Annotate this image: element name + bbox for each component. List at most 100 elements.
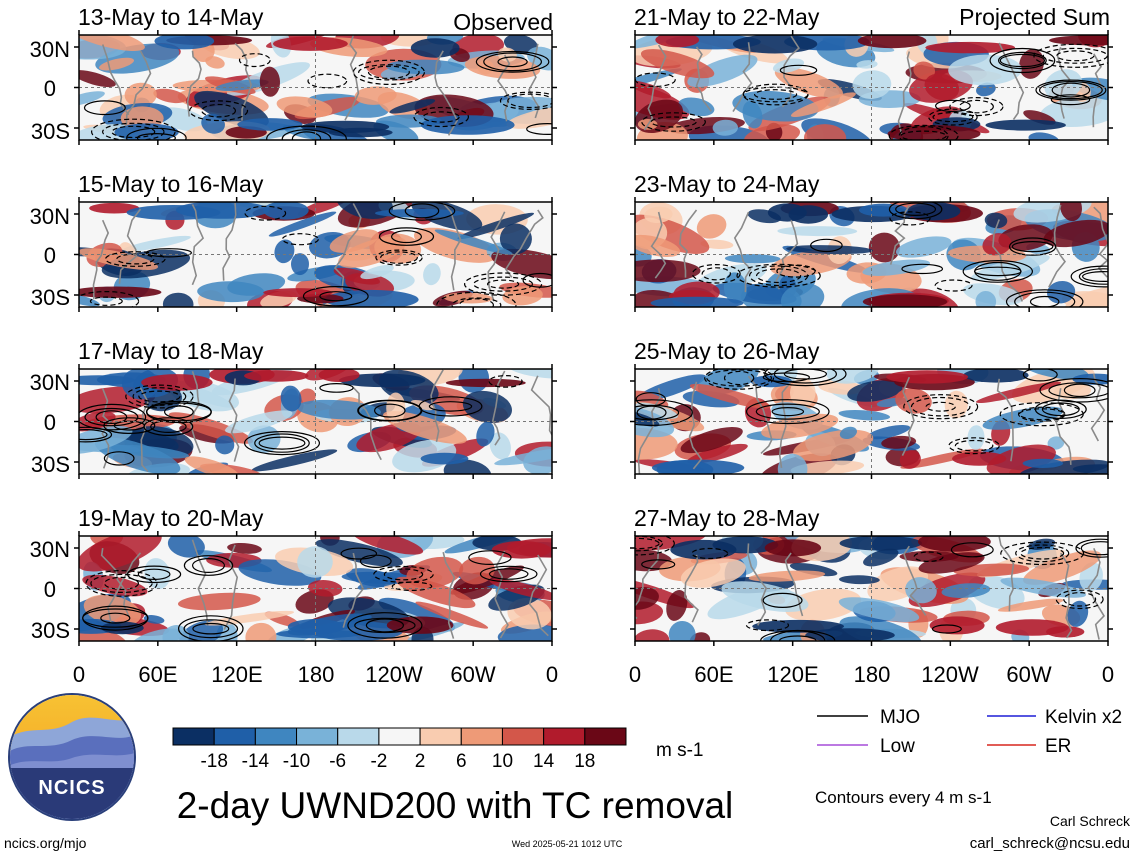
anomaly-shading bbox=[462, 390, 512, 424]
coastline bbox=[650, 211, 667, 279]
coastline bbox=[747, 543, 768, 626]
coastline bbox=[733, 211, 752, 293]
mjo-contour bbox=[102, 122, 165, 140]
mjo-contour bbox=[1050, 94, 1091, 106]
mjo-contour bbox=[375, 249, 423, 266]
anomaly-shading bbox=[789, 562, 838, 577]
anomaly-shading bbox=[838, 597, 920, 622]
anomaly-shading bbox=[1053, 382, 1092, 400]
anomaly-shading bbox=[420, 452, 469, 465]
main-title: 2-day UWND200 with TC removal bbox=[177, 785, 734, 826]
mjo-contour bbox=[706, 369, 772, 387]
panel-title-proj-4: 27-May to 28-May bbox=[634, 505, 820, 531]
anomaly-shading bbox=[476, 421, 495, 447]
anomaly-shading bbox=[79, 91, 105, 107]
mjo-contour bbox=[999, 402, 1084, 427]
ytick-30s: 30S bbox=[31, 285, 70, 310]
panel-title-obs-2: 15-May to 16-May bbox=[78, 171, 264, 197]
mjo-contour bbox=[178, 615, 244, 641]
mjo-contour bbox=[999, 53, 1046, 68]
ncics-logo: NCICS bbox=[8, 693, 136, 821]
anomaly-shading bbox=[804, 124, 847, 140]
mjo-contour bbox=[383, 568, 424, 581]
mjo-contour bbox=[928, 108, 978, 126]
anomaly-shading bbox=[352, 536, 424, 555]
mjo-contour bbox=[958, 99, 994, 114]
mjo-contour bbox=[83, 100, 126, 116]
coastline bbox=[992, 219, 1024, 302]
anomaly-shading bbox=[687, 54, 758, 88]
mjo-contour bbox=[95, 410, 128, 425]
mjo-contour bbox=[1000, 541, 1085, 566]
anomaly-shading bbox=[895, 236, 952, 258]
ytick-0: 0 bbox=[44, 76, 56, 101]
coastline bbox=[688, 381, 703, 470]
mjo-contour bbox=[281, 233, 319, 246]
map-panel bbox=[74, 197, 557, 312]
coastline bbox=[186, 50, 202, 117]
mjo-contour bbox=[903, 394, 979, 420]
anomaly-shading bbox=[153, 88, 187, 104]
anomaly-shading bbox=[499, 223, 532, 255]
coastline bbox=[100, 547, 130, 618]
anomaly-shading bbox=[668, 620, 696, 641]
coastline bbox=[442, 552, 456, 639]
mjo-contour bbox=[85, 570, 158, 597]
anomaly-shading bbox=[339, 373, 426, 388]
colorbar-swatch bbox=[584, 727, 627, 746]
anomaly-shading bbox=[420, 115, 515, 135]
mjo-contour bbox=[354, 617, 416, 634]
mjo-contour bbox=[650, 116, 697, 128]
coastline bbox=[775, 219, 799, 290]
anomaly-shading bbox=[280, 385, 302, 412]
anomaly-shading bbox=[82, 574, 148, 597]
mjo-contour bbox=[244, 205, 287, 221]
xtick-left-0: 0 bbox=[73, 662, 85, 687]
mjo-contour bbox=[367, 65, 410, 80]
mjo-contour bbox=[1038, 80, 1103, 100]
anomaly-shading bbox=[111, 444, 189, 459]
anomaly-shading bbox=[857, 35, 927, 49]
mjo-contour bbox=[1048, 382, 1108, 399]
colorbar-swatch bbox=[501, 727, 545, 746]
anomaly-shading bbox=[712, 119, 738, 136]
colorbar-swatch bbox=[296, 727, 339, 746]
mjo-contour bbox=[931, 624, 962, 634]
anomaly-shading bbox=[862, 294, 948, 307]
timestamp: Wed 2025-05-21 1012 UTC bbox=[512, 839, 623, 849]
colorbar-tick-label: -10 bbox=[283, 751, 310, 772]
anomaly-shading bbox=[742, 101, 763, 129]
mjo-contour bbox=[1035, 79, 1107, 101]
coastline bbox=[695, 46, 712, 112]
panel-title-proj-1: 21-May to 22-May bbox=[634, 4, 820, 30]
coastline bbox=[92, 219, 110, 300]
anomaly-shading bbox=[640, 49, 715, 79]
anomaly-shading bbox=[655, 35, 700, 48]
anomaly-shading bbox=[360, 265, 394, 280]
mjo-contour bbox=[635, 536, 675, 556]
anomaly-shading bbox=[997, 598, 1064, 612]
mjo-contour bbox=[458, 298, 494, 307]
anomaly-shading bbox=[748, 570, 826, 582]
colorbar-swatch bbox=[460, 727, 503, 746]
coastline bbox=[101, 44, 130, 116]
anomaly-shading bbox=[777, 226, 858, 237]
coastline bbox=[430, 369, 444, 443]
anomaly-shading bbox=[826, 369, 879, 384]
mjo-contour bbox=[127, 565, 182, 584]
anomaly-shading bbox=[777, 453, 808, 474]
mjo-contour bbox=[266, 125, 347, 140]
mjo-contour bbox=[641, 559, 676, 570]
colorbar-tick-label: 18 bbox=[574, 751, 595, 772]
anomaly-shading bbox=[79, 35, 145, 51]
website-link[interactable]: ncics.org/mjo bbox=[4, 835, 87, 851]
mjo-contour bbox=[488, 568, 529, 580]
mjo-contour bbox=[779, 64, 818, 76]
ytick-30n: 30N bbox=[30, 204, 70, 229]
anomaly-shading bbox=[336, 202, 394, 220]
coastline bbox=[504, 209, 544, 278]
anomaly-shading bbox=[101, 621, 144, 635]
mjo-contour bbox=[910, 396, 971, 417]
anomaly-shading bbox=[905, 577, 937, 604]
mjo-contour bbox=[888, 124, 959, 140]
